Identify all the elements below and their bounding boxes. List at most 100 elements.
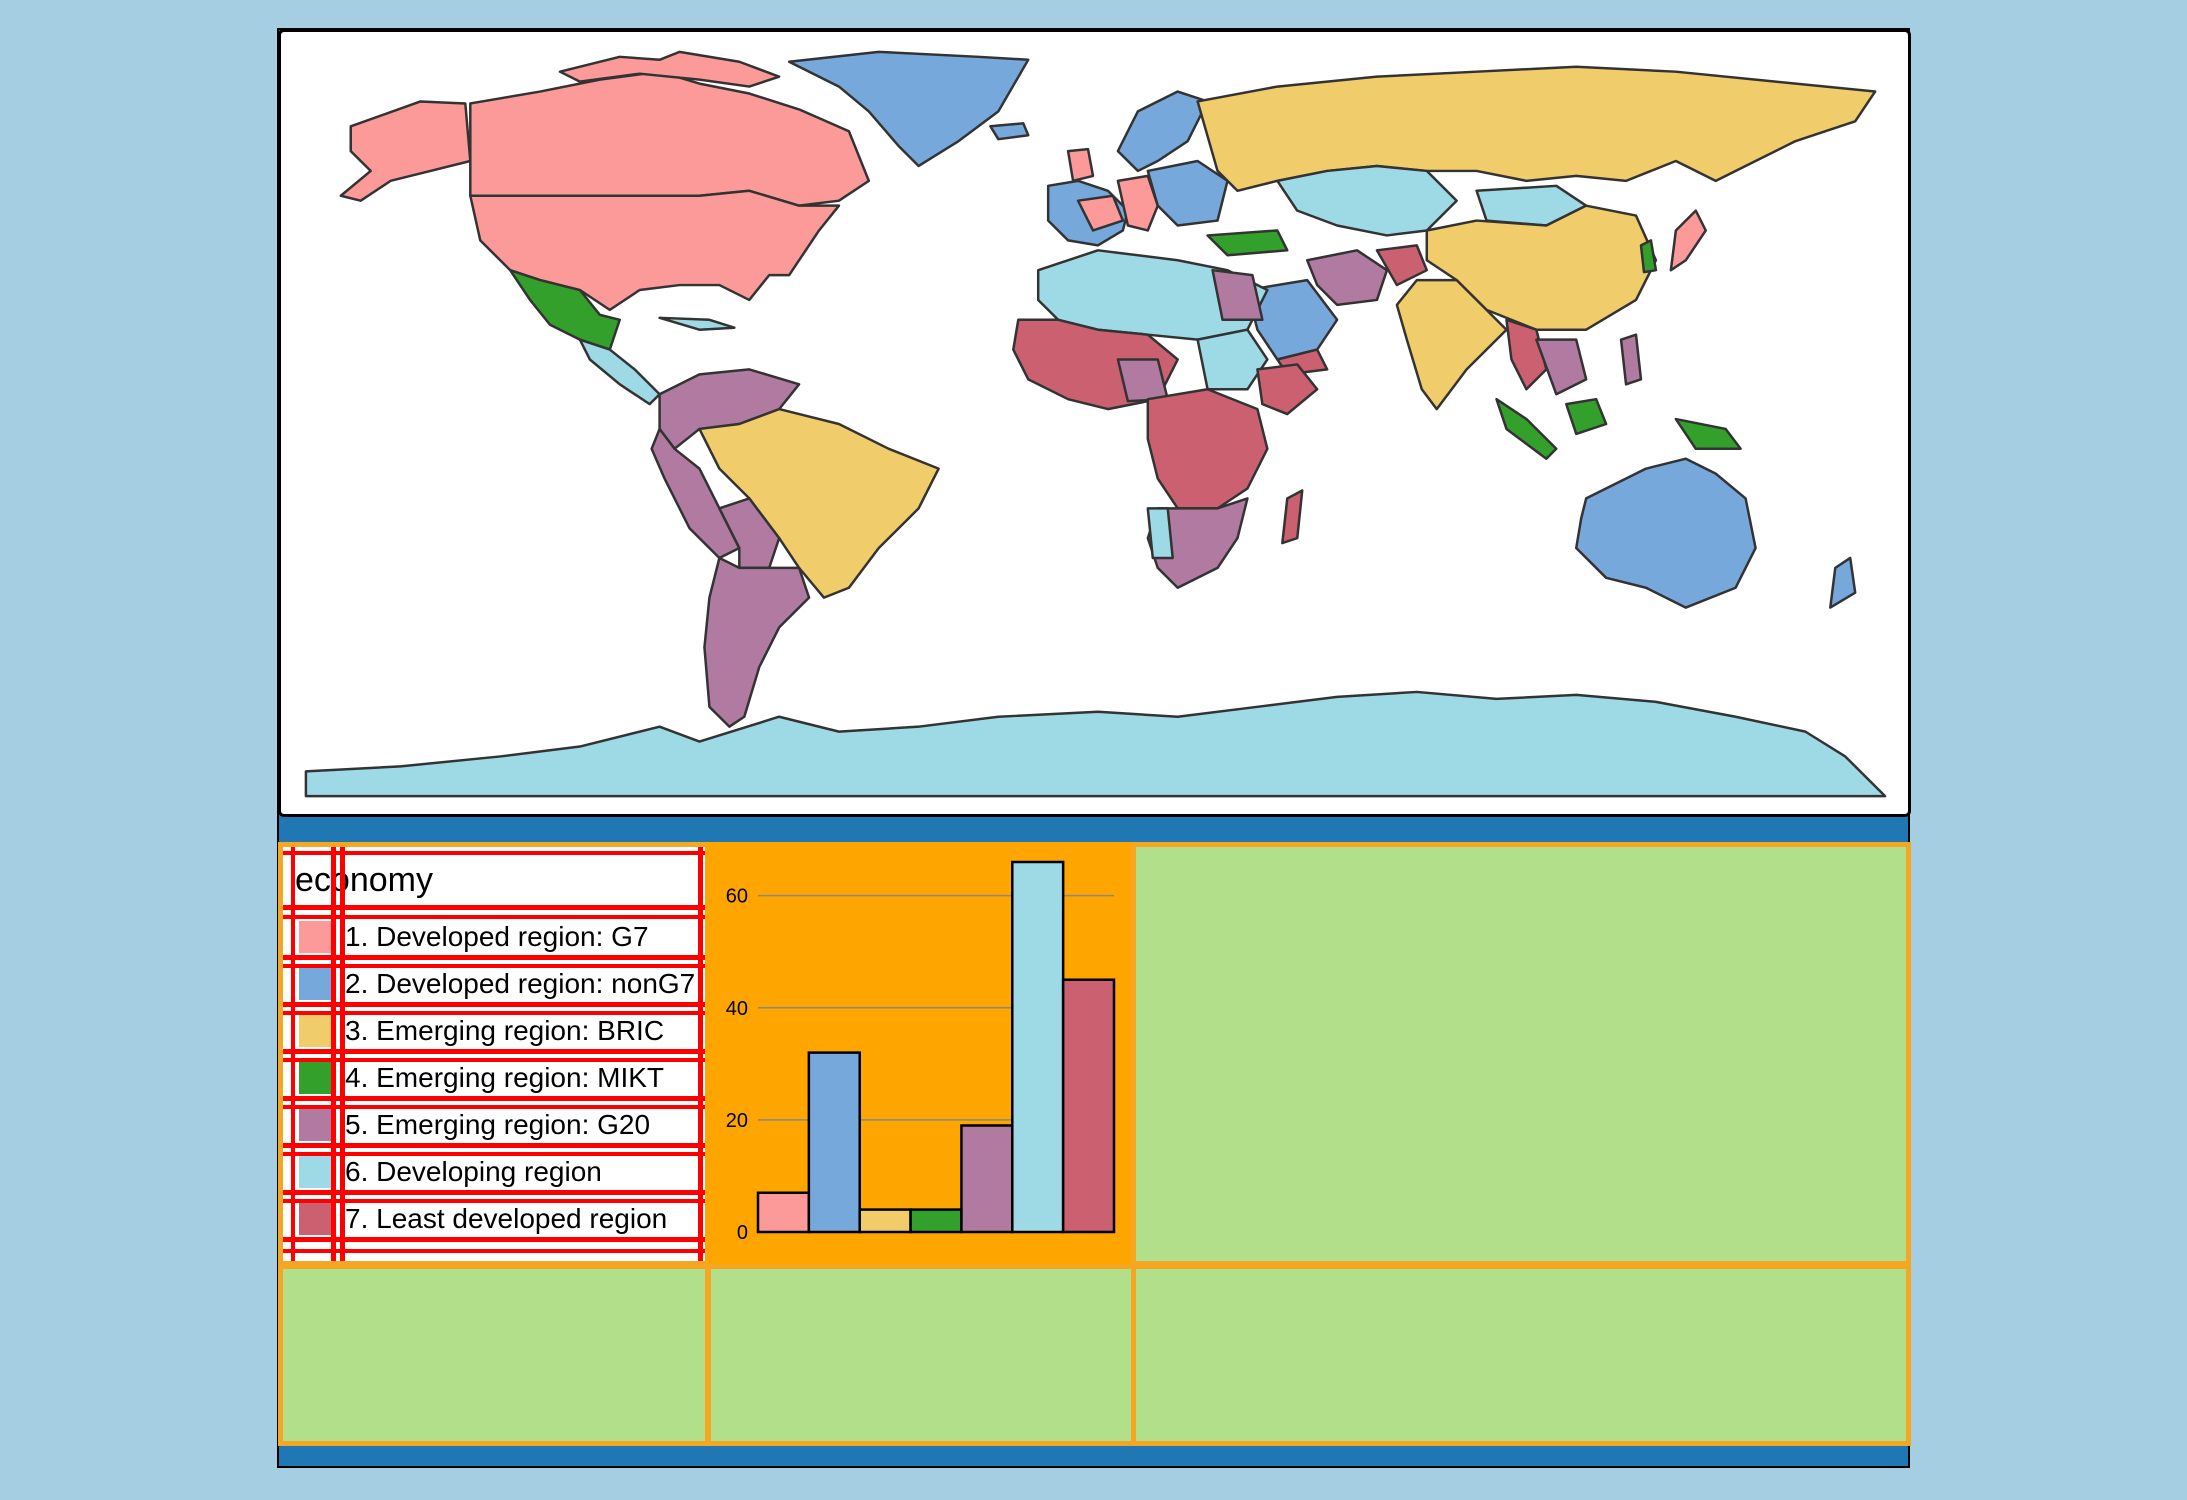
empty-panel-bottom-left [278, 1264, 710, 1446]
map-region-iceland [989, 122, 1030, 141]
map-region-papua [1674, 417, 1742, 451]
map-region-nigeria [1116, 358, 1169, 403]
grid-line [283, 1105, 705, 1109]
map-region-australia [1574, 457, 1757, 609]
legend-swatch [299, 968, 333, 1000]
bar [858, 1208, 912, 1234]
map-region-peru [650, 427, 741, 560]
map-region-borneo [1565, 397, 1608, 436]
grid-line [283, 1096, 705, 1101]
bar [1061, 978, 1116, 1234]
legend-item: 7. Least developed region [283, 1194, 705, 1241]
map-region-turkey [1206, 229, 1289, 257]
map-region-greenland [787, 50, 1030, 168]
bar [960, 1124, 1014, 1234]
map-region-mexico [508, 268, 621, 351]
legend-item: 1. Developed region: G7 [283, 912, 705, 959]
bar [1011, 860, 1065, 1234]
map-region-scandinavia [1116, 90, 1209, 173]
map-region-philippines [1619, 333, 1643, 386]
map-region-madagascar [1281, 489, 1304, 545]
map-region-egypt [1211, 268, 1264, 322]
legend-label: 5. Emerging region: G20 [345, 1109, 651, 1140]
legend-item: 6. Developing region [283, 1147, 705, 1194]
grid-line [283, 915, 705, 919]
legend-swatch [299, 1109, 333, 1141]
y-tick-label: 20 [726, 1110, 748, 1132]
legend-swatch [299, 1156, 333, 1188]
legend-item: 4. Emerging region: MIKT [283, 1053, 705, 1100]
empty-panel-top-right [1131, 842, 1911, 1266]
map-region-myanmar [1505, 318, 1548, 391]
map-region-germany-italy [1116, 174, 1160, 232]
legend-swatch [299, 1062, 333, 1094]
legend-label: 1. Developed region: G7 [345, 921, 649, 952]
legend-label: 3. Emerging region: BRIC [345, 1015, 665, 1046]
grid-line [283, 1199, 705, 1203]
map-region-uk [1066, 147, 1095, 183]
legend-label: 4. Emerging region: MIKT [345, 1062, 665, 1093]
empty-panel-bottom-middle [706, 1264, 1136, 1446]
map-region-russia [1196, 65, 1877, 193]
grid-line [283, 1002, 705, 1007]
grid-line [283, 1237, 705, 1242]
legend-label: 7. Least developed region [345, 1203, 668, 1234]
map-region-argentina [703, 556, 811, 728]
legend-item: 3. Emerging region: BRIC [283, 1006, 705, 1053]
map-region-namibia [1146, 507, 1174, 560]
grid-line [283, 1049, 705, 1054]
grid-line [698, 847, 703, 1261]
grid-line [283, 851, 705, 855]
map-region-eastern-europe [1146, 159, 1229, 227]
map-region-horn [1256, 363, 1319, 416]
grid-line [331, 847, 336, 1261]
grid-line [283, 964, 705, 968]
map-region-central-africa [1146, 388, 1269, 510]
map-region-afghanistan [1375, 244, 1429, 287]
empty-panel-bottom-right [1131, 1264, 1911, 1446]
world-map [278, 29, 1911, 817]
grid-line [283, 905, 705, 910]
grid-line [340, 847, 345, 1261]
legend-box: economy 1. Developed region: G7 2. Devel… [283, 847, 705, 1261]
grid-line [283, 1143, 705, 1148]
map-region-france [1076, 194, 1125, 232]
bar-chart: 0 20 40 60 [726, 860, 1116, 1244]
legend-swatch [299, 1015, 333, 1047]
grid-line [283, 1190, 705, 1195]
grid-line [283, 1011, 705, 1015]
bar [909, 1208, 963, 1234]
map-region-india [1395, 278, 1508, 411]
legend-panel: economy 1. Developed region: G7 2. Devel… [278, 842, 710, 1266]
map-region-sumatra [1495, 397, 1558, 460]
legend-swatch [299, 921, 333, 953]
map-region-canada [469, 70, 871, 207]
legend-item: 5. Emerging region: G20 [283, 1100, 705, 1147]
map-region-sudan [1196, 328, 1269, 391]
grid-line [283, 1152, 705, 1156]
legend-title: economy [295, 861, 433, 899]
map-region-new-zealand [1829, 556, 1857, 609]
map-region-iran [1305, 249, 1389, 307]
legend-swatch [299, 1203, 333, 1235]
grid-line [283, 1249, 705, 1253]
map-region-canada-islands [558, 50, 781, 88]
map-region-japan [1669, 209, 1707, 272]
y-tick-label: 0 [737, 1222, 748, 1244]
map-region-caribbean [658, 316, 736, 331]
grid-line [283, 955, 705, 960]
map-region-central-asia [1276, 164, 1458, 237]
map-region-thailand [1535, 338, 1588, 396]
grid-line [291, 847, 295, 1261]
bar-chart-panel: 0 20 40 60 [706, 842, 1136, 1266]
legend-item: 2. Developed region: nonG7 [283, 959, 705, 1006]
y-tick-label: 40 [726, 998, 748, 1020]
bar [756, 1191, 811, 1234]
bar [807, 1051, 861, 1234]
legend-label: 2. Developed region: nonG7 [345, 968, 696, 999]
map-region-antarctica [304, 690, 1887, 798]
map-region-alaska [339, 100, 472, 202]
legend-label: 6. Developing region [345, 1156, 602, 1187]
grid-line [283, 1058, 705, 1062]
map-region-central-america [578, 338, 661, 406]
